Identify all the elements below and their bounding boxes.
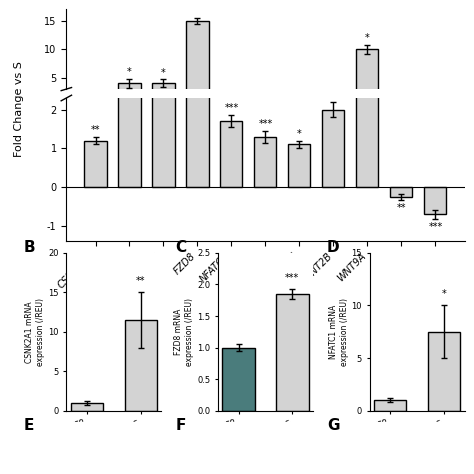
Y-axis label: CSNK2A1 mRNA
expression (/REU): CSNK2A1 mRNA expression (/REU)	[25, 298, 46, 366]
Bar	[222, 347, 255, 411]
Bar	[220, 97, 243, 106]
Text: ***: ***	[224, 103, 238, 113]
Bar	[391, 106, 412, 108]
Bar	[71, 403, 103, 411]
Bar	[288, 100, 310, 106]
Bar	[118, 83, 140, 106]
Text: F: F	[175, 418, 186, 433]
Text: D: D	[327, 240, 340, 255]
Y-axis label: NFATC1 mRNA
expression (/REU): NFATC1 mRNA expression (/REU)	[328, 298, 349, 366]
Text: E: E	[24, 418, 34, 433]
Text: B: B	[24, 240, 36, 255]
Bar	[84, 141, 107, 187]
Bar	[424, 106, 447, 110]
Bar	[356, 0, 378, 187]
Y-axis label: FZD8 mRNA
expression (/REU): FZD8 mRNA expression (/REU)	[174, 298, 194, 366]
Bar	[220, 121, 243, 187]
Bar	[255, 99, 276, 106]
Text: **: **	[91, 125, 100, 135]
Bar	[374, 401, 406, 411]
Bar	[255, 137, 276, 187]
Bar	[186, 0, 209, 187]
Text: *: *	[442, 289, 447, 299]
Text: G: G	[327, 418, 339, 433]
Text: ***: ***	[285, 273, 300, 283]
Text: ***: ***	[258, 119, 273, 129]
Text: *: *	[365, 33, 370, 43]
Text: *: *	[161, 68, 166, 78]
Bar	[322, 95, 345, 106]
Bar	[356, 49, 378, 106]
Bar	[186, 21, 209, 106]
Bar	[153, 83, 174, 106]
Text: *: *	[127, 67, 132, 77]
Bar	[125, 320, 157, 411]
Bar	[428, 332, 460, 411]
Bar	[84, 100, 107, 106]
Text: *: *	[297, 128, 302, 139]
Bar	[288, 145, 310, 187]
Text: **: **	[397, 203, 406, 213]
Text: ***: ***	[428, 222, 443, 232]
Text: C: C	[175, 240, 186, 255]
Text: Fold Change vs S: Fold Change vs S	[14, 61, 24, 157]
Bar	[424, 187, 447, 214]
Bar	[118, 32, 140, 187]
Bar	[276, 294, 309, 411]
Bar	[322, 109, 345, 187]
Text: **: **	[136, 276, 146, 286]
Bar	[153, 32, 174, 187]
Bar	[391, 187, 412, 197]
